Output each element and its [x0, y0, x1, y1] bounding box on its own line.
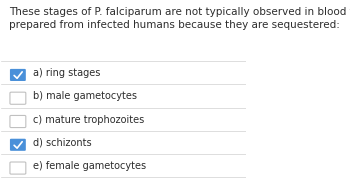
Text: b) male gametocytes: b) male gametocytes — [33, 91, 137, 101]
Text: d) schizonts: d) schizonts — [33, 138, 92, 148]
FancyBboxPatch shape — [10, 162, 26, 174]
Text: e) female gametocytes: e) female gametocytes — [33, 161, 146, 171]
FancyBboxPatch shape — [10, 115, 26, 128]
FancyBboxPatch shape — [10, 139, 26, 151]
Text: c) mature trophozoites: c) mature trophozoites — [33, 115, 145, 125]
FancyBboxPatch shape — [10, 92, 26, 104]
Text: a) ring stages: a) ring stages — [33, 68, 100, 78]
FancyBboxPatch shape — [10, 69, 26, 81]
Text: These stages of P. falciparum are not typically observed in blood films
prepared: These stages of P. falciparum are not ty… — [9, 7, 350, 30]
